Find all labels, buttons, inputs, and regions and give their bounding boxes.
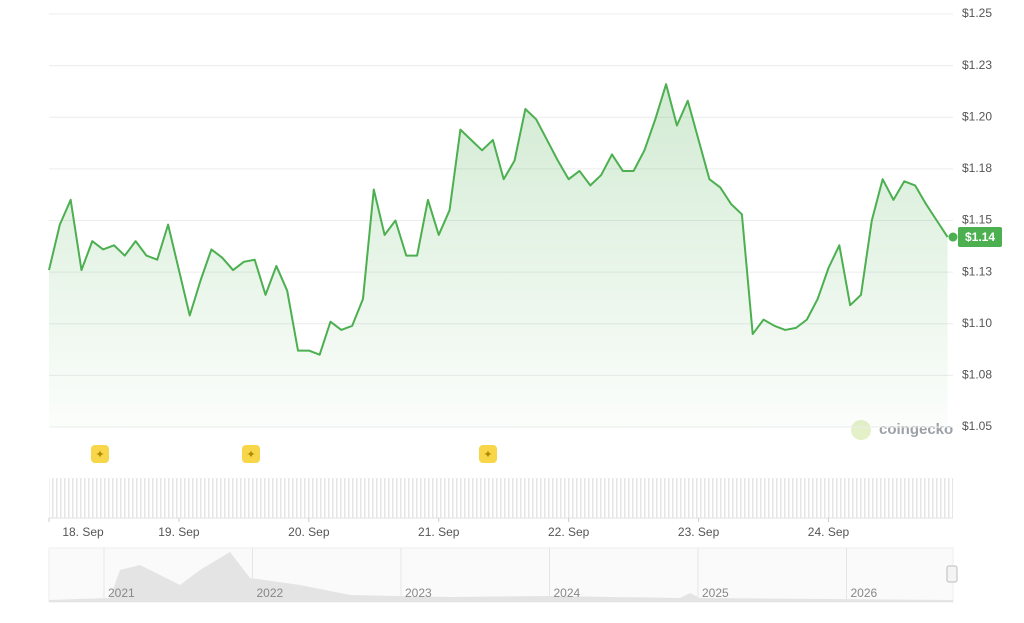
navigator-year: 2025 [702, 586, 729, 600]
last-point [948, 232, 958, 242]
y-tick-label: $1.18 [962, 161, 992, 175]
y-tick-label: $1.23 [962, 58, 992, 72]
area [49, 84, 948, 428]
price-badge-label: $1.14 [965, 230, 995, 244]
x-tick-label: 23. Sep [678, 525, 720, 539]
svg-text:✦: ✦ [95, 449, 104, 461]
svg-text:✦: ✦ [246, 449, 255, 461]
x-tick-label: 24. Sep [808, 525, 850, 539]
navigator-year: 2022 [257, 586, 284, 600]
navigator-year: 2021 [108, 586, 135, 600]
svg-text:✦: ✦ [483, 449, 492, 461]
y-tick-label: $1.10 [962, 316, 992, 330]
y-tick-label: $1.08 [962, 368, 992, 382]
y-tick-label: $1.05 [962, 419, 992, 433]
y-tick-label: $1.20 [962, 109, 992, 123]
volume-bars [49, 478, 953, 518]
event-markers: ✦ ✦ ✦ [91, 445, 497, 463]
x-tick-label: 20. Sep [288, 525, 330, 539]
price-line [48, 83, 949, 356]
navigator-year: 2024 [554, 586, 581, 600]
y-tick-label: $1.15 [962, 213, 992, 227]
navigator [48, 547, 958, 603]
price-badge [958, 227, 1002, 248]
x-tick-label: 21. Sep [418, 525, 460, 539]
navigator-year: 2023 [405, 586, 432, 600]
navigator-year: 2026 [851, 586, 878, 600]
y-tick-label: $1.13 [962, 264, 992, 278]
x-tick-label: 19. Sep [158, 525, 200, 539]
x-tick-label: 22. Sep [548, 525, 590, 539]
x-tick-label: 18. Sep [62, 525, 104, 539]
y-tick-label: $1.25 [962, 6, 992, 20]
